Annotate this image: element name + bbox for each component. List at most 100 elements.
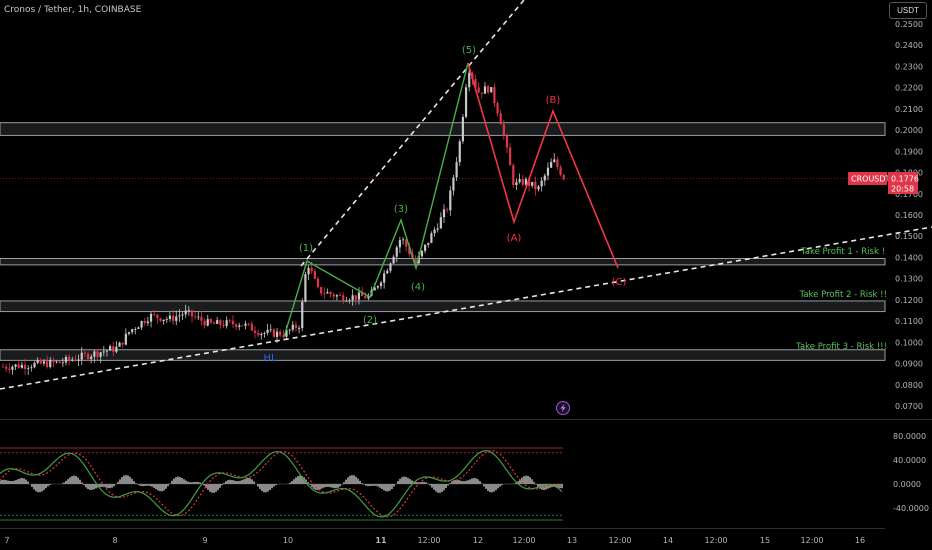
time-tick-label: 12:00 <box>512 536 535 545</box>
corrective-wave-path[interactable] <box>467 62 619 269</box>
candle-body <box>52 359 55 363</box>
candle-body <box>493 87 496 104</box>
time-tick-label: 13 <box>567 536 577 545</box>
candle-body <box>449 190 452 211</box>
currency-button[interactable]: USDT <box>889 2 927 19</box>
candle-body <box>556 159 559 168</box>
wave-label[interactable]: (A) <box>507 233 522 244</box>
candle-body <box>275 331 279 337</box>
candle-body <box>46 361 49 368</box>
candle-body <box>439 217 442 229</box>
time-tick-label: 16 <box>855 536 865 545</box>
wave-label[interactable]: (5) <box>462 45 476 56</box>
time-tick-label: 10 <box>283 536 293 545</box>
candle-body <box>477 87 480 93</box>
candle-body <box>209 319 212 323</box>
candle-body <box>357 292 361 300</box>
candle-body <box>424 244 427 251</box>
price-tag-price: 0.1776 <box>891 175 919 184</box>
candle-body <box>562 175 565 180</box>
price-tick-label: 0.2100 <box>895 105 923 114</box>
time-tick-label: 7 <box>4 536 9 545</box>
candle-body <box>499 113 502 125</box>
candle-body <box>102 351 105 353</box>
candle-body <box>316 278 320 288</box>
candle-body <box>304 274 307 302</box>
candle-body <box>118 342 121 347</box>
candle-body <box>1 366 5 368</box>
candle-body <box>216 320 219 324</box>
candle-body <box>323 293 326 295</box>
wave-label[interactable]: (B) <box>546 95 561 106</box>
impulse-wave-path[interactable] <box>283 62 469 338</box>
candle-body <box>134 329 137 330</box>
candle-body <box>162 319 165 322</box>
candle-body <box>90 356 93 360</box>
candle-body <box>474 79 477 88</box>
candle-body <box>298 328 301 329</box>
candle-body <box>427 242 430 245</box>
price-tick-label: 0.1100 <box>895 317 923 326</box>
candle-body <box>376 286 379 288</box>
oscillator-tick-label: -40.0000 <box>893 504 929 513</box>
candle-body <box>521 179 524 185</box>
candle-body <box>159 318 162 322</box>
candle-body <box>351 295 354 301</box>
time-tick-label: 12:00 <box>417 536 440 545</box>
candle-body <box>115 346 118 352</box>
candle-body <box>20 364 23 368</box>
candle-body <box>112 346 115 352</box>
price-tick-label: 0.2200 <box>895 84 923 93</box>
lightning-event-icon[interactable] <box>556 401 570 415</box>
resistance-zone[interactable] <box>0 258 886 266</box>
candle-body <box>219 320 222 325</box>
resistance-zone[interactable] <box>0 300 886 313</box>
wave-label[interactable]: (3) <box>394 204 408 215</box>
candle-body <box>468 72 471 88</box>
candle-body <box>190 310 194 317</box>
candle-body <box>23 364 27 369</box>
candle-body <box>389 263 392 271</box>
candle-body <box>509 147 512 166</box>
candle-body <box>39 360 42 364</box>
candle-body <box>487 86 490 93</box>
candle-body <box>8 368 11 370</box>
resistance-zone[interactable] <box>0 122 886 136</box>
candle-body <box>531 181 534 186</box>
wave-label[interactable]: (1) <box>299 243 313 254</box>
support-trendline[interactable] <box>0 226 932 390</box>
candle-body <box>442 209 446 218</box>
wave-label[interactable]: (2) <box>363 315 377 326</box>
upper-trendline[interactable] <box>300 0 525 267</box>
candle-body <box>263 332 266 334</box>
candle-body <box>80 352 83 360</box>
candlestick-series <box>1 66 565 376</box>
candle-body <box>5 366 8 369</box>
candle-body <box>373 287 376 291</box>
candle-body <box>455 162 458 178</box>
price-tick-label: 0.1200 <box>895 296 923 305</box>
candle-body <box>27 368 30 369</box>
price-tag: CROUSDT 0.1776 20:58 <box>848 172 919 194</box>
candle-body <box>36 360 39 363</box>
candle-body <box>301 301 304 329</box>
candle-body <box>326 292 329 294</box>
candle-body <box>168 315 172 319</box>
time-tick-label: 15 <box>760 536 770 545</box>
candle-body <box>446 209 449 211</box>
candle-body <box>401 239 405 241</box>
candle-body <box>86 353 90 360</box>
wave-label[interactable]: HL <box>263 353 277 364</box>
candle-body <box>294 324 298 329</box>
candle-body <box>33 362 36 368</box>
candle-body <box>197 316 200 318</box>
oscillator-pane: 80.0000 40.0000 0.0000 -40.0000 <box>0 432 929 521</box>
wave-label[interactable]: (4) <box>411 282 425 293</box>
candle-body <box>480 92 483 94</box>
take-profit-3-label: Take Profit 3 - Risk !!! <box>795 342 887 352</box>
resistance-zone[interactable] <box>0 349 886 361</box>
wave-label[interactable]: (C) <box>612 277 627 288</box>
candle-body <box>17 364 20 368</box>
candle-body <box>228 320 231 322</box>
